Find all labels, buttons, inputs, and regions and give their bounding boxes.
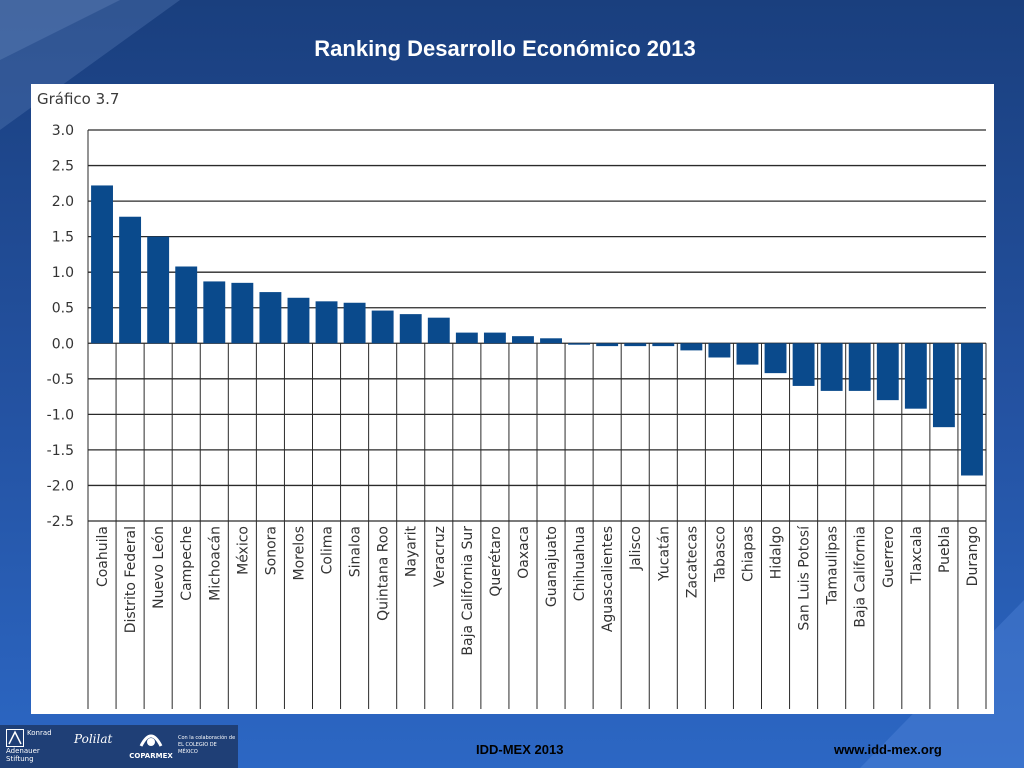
- x-category-label: Veracruz: [432, 526, 448, 587]
- x-category-label: Campeche: [179, 526, 195, 601]
- bar: [512, 336, 534, 344]
- bar: [175, 266, 198, 344]
- bar: [91, 185, 113, 344]
- x-category-label: Chihuahua: [572, 526, 588, 601]
- y-tick-label: -1.5: [47, 443, 74, 459]
- x-category-label: Guanajuato: [544, 526, 560, 607]
- bar: [820, 343, 843, 391]
- y-axis-ticks: 3.0 2.5 2.0 1.5 1.0 0.5 0.0 -0.5 -1.0 -1.5 -2.0 -2.…: [47, 123, 74, 530]
- x-category-label: Hidalgo: [769, 526, 785, 579]
- x-category-label: Aguascalientes: [600, 526, 616, 632]
- bar: [876, 343, 899, 401]
- y-tick-label: 0.0: [52, 336, 74, 352]
- x-category-label: Sinaloa: [348, 526, 364, 577]
- bar: [287, 297, 310, 344]
- bar: [904, 343, 927, 409]
- bar-chart: 3.0 2.5 2.0 1.5 1.0 0.5 0.0 -0.5 -1.0 -1.5 -2.0 -2.…: [47, 123, 987, 709]
- x-category-label: Michoacán: [207, 526, 223, 601]
- bars: [91, 185, 983, 476]
- x-category-label: Baja California Sur: [460, 526, 476, 656]
- bar: [596, 343, 619, 347]
- y-tick-label: 2.0: [52, 194, 74, 210]
- bar: [231, 282, 254, 344]
- x-category-label: Sonora: [263, 526, 279, 575]
- bar: [343, 302, 366, 344]
- bar: [848, 343, 871, 391]
- x-axis-labels: Coahuila Distrito Federal Nuevo León Campec…: [95, 525, 981, 656]
- coparmex-icon: [139, 734, 163, 747]
- footer-left-text: IDD-MEX 2013: [476, 742, 564, 757]
- chart-panel: Gráfico 3.7 3.0 2.5 2.0 1.5 1.0 0.5 0.0 -0.5 -1.…: [31, 84, 994, 714]
- konrad-adenauer-icon: [6, 729, 24, 747]
- x-category-label: Puebla: [937, 526, 953, 573]
- bar: [792, 343, 815, 386]
- x-category-label: Tamaulipas: [825, 526, 841, 605]
- bar: [652, 343, 675, 347]
- x-category-label: Morelos: [291, 526, 307, 580]
- x-category-label: Baja California: [853, 526, 869, 628]
- x-category-label: Tlaxcala: [909, 526, 925, 585]
- x-category-label: Querétaro: [488, 526, 504, 597]
- sponsor-logos-strip: Konrad Adenauer Stiftung Polilat COPARME…: [0, 725, 238, 768]
- y-tick-label: -1.0: [47, 407, 74, 423]
- bar: [932, 343, 955, 428]
- y-tick-label: 2.5: [52, 159, 74, 175]
- x-category-label: Guerrero: [881, 526, 897, 588]
- x-category-label: Chiapas: [740, 526, 756, 582]
- bar: [708, 343, 731, 358]
- bar: [483, 332, 506, 344]
- bar: [455, 332, 478, 344]
- bar: [680, 343, 703, 351]
- gridlines: [87, 129, 987, 709]
- x-category-label: Distrito Federal: [123, 526, 139, 633]
- y-tick-label: -2.0: [47, 478, 74, 494]
- x-category-label: Coahuila: [95, 526, 111, 587]
- bar: [427, 317, 450, 344]
- bar: [315, 301, 338, 344]
- konrad-adenauer-logo: Konrad Adenauer Stiftung: [6, 729, 52, 763]
- slide-title: Ranking Desarrollo Económico 2013: [314, 36, 696, 61]
- bar: [764, 343, 787, 374]
- x-category-label: Tabasco: [712, 526, 728, 583]
- footer-url: www.idd-mex.org: [834, 742, 942, 757]
- bar: [568, 343, 591, 345]
- bar: [736, 343, 759, 365]
- bar: [203, 281, 226, 344]
- y-tick-label: 1.0: [52, 265, 74, 281]
- bar: [371, 310, 394, 344]
- bar: [119, 216, 142, 344]
- bar: [624, 343, 647, 347]
- figure-label: Gráfico 3.7: [37, 90, 120, 108]
- x-category-label: Oaxaca: [516, 526, 532, 579]
- bar: [399, 314, 422, 344]
- bar: [147, 236, 170, 344]
- bar: [961, 343, 983, 476]
- x-category-label: San Luis Potosí: [797, 525, 813, 631]
- x-category-label: Durango: [965, 526, 981, 586]
- x-category-label: México: [235, 526, 251, 575]
- x-category-label: Colima: [320, 526, 336, 574]
- polilat-logo: Polilat: [74, 732, 113, 746]
- coparmex-logo: COPARMEX: [128, 728, 174, 760]
- y-tick-label: 1.5: [52, 230, 74, 246]
- y-tick-label: 0.5: [52, 301, 74, 317]
- x-category-label: Jalisco: [628, 526, 644, 571]
- x-category-label: Quintana Roo: [376, 526, 392, 621]
- x-category-label: Zacatecas: [684, 526, 700, 598]
- y-tick-label: -2.5: [47, 514, 74, 530]
- y-tick-label: -0.5: [47, 372, 74, 388]
- colegio-de-mexico-logo: Con la colaboración de EL COLEGIO DE MÉX…: [178, 735, 236, 755]
- bar: [540, 338, 562, 344]
- x-category-label: Nuevo León: [151, 526, 167, 609]
- bar: [259, 292, 282, 344]
- x-category-label: Yucatán: [656, 526, 672, 582]
- y-tick-label: 3.0: [52, 123, 74, 139]
- x-category-label: Nayarit: [404, 526, 420, 578]
